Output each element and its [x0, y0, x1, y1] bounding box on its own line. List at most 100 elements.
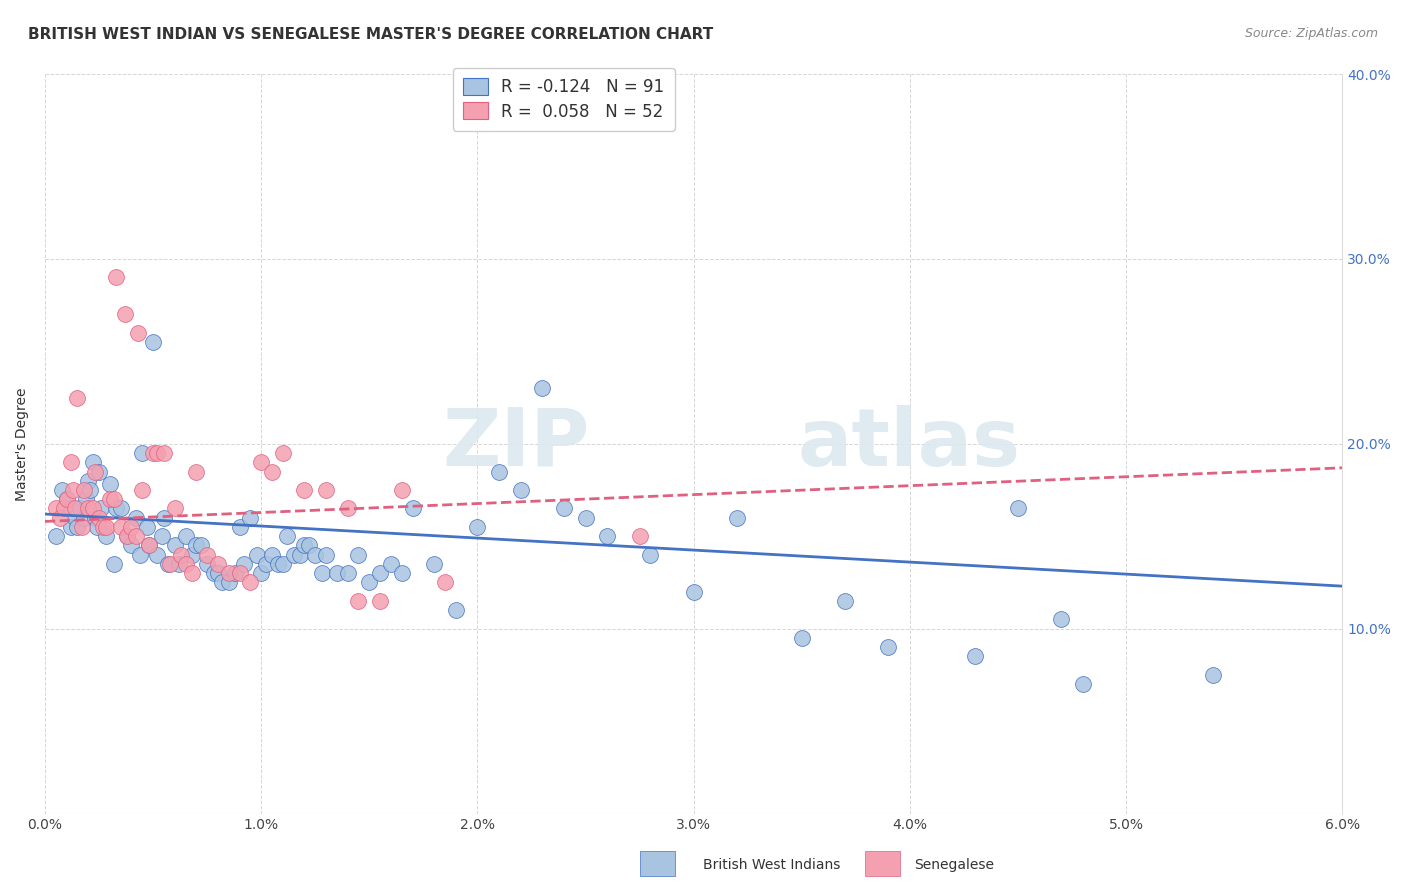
Point: [315, 483, 337, 497]
Point: [628, 529, 651, 543]
Point: [114, 307, 136, 321]
Point: [146, 446, 169, 460]
Point: [110, 501, 132, 516]
Point: [254, 557, 277, 571]
Point: [65, 501, 87, 516]
Point: [73, 510, 96, 524]
Point: [98, 492, 121, 507]
Point: [202, 566, 225, 581]
Point: [380, 557, 402, 571]
Point: [640, 548, 662, 562]
Point: [963, 649, 986, 664]
Point: [267, 557, 290, 571]
Point: [103, 557, 125, 571]
Text: ZIP: ZIP: [443, 405, 591, 483]
Point: [87, 465, 110, 479]
Point: [359, 575, 381, 590]
Point: [163, 539, 186, 553]
Point: [218, 575, 240, 590]
Point: [195, 557, 218, 571]
Point: [423, 557, 446, 571]
Point: [163, 501, 186, 516]
Point: [288, 548, 311, 562]
Point: [250, 566, 273, 581]
Point: [51, 483, 73, 497]
Point: [260, 465, 283, 479]
Point: [271, 557, 294, 571]
Point: [834, 594, 856, 608]
Point: [283, 548, 305, 562]
Point: [304, 548, 326, 562]
Point: [181, 548, 204, 562]
Point: [110, 520, 132, 534]
Point: [159, 557, 181, 571]
Point: [66, 391, 89, 405]
Point: [86, 520, 108, 534]
Point: [488, 465, 510, 479]
Point: [228, 566, 250, 581]
Point: [65, 510, 87, 524]
Point: [73, 483, 96, 497]
Point: [135, 520, 157, 534]
Point: [142, 335, 165, 350]
Point: [98, 477, 121, 491]
Point: [53, 501, 76, 516]
Point: [190, 539, 212, 553]
Point: [153, 446, 176, 460]
Legend: R = -0.124   N = 91, R =  0.058   N = 52: R = -0.124 N = 91, R = 0.058 N = 52: [453, 68, 675, 130]
Point: [59, 501, 82, 516]
Point: [294, 539, 316, 553]
Point: [211, 575, 233, 590]
Point: [246, 548, 269, 562]
Text: BRITISH WEST INDIAN VS SENEGALESE MASTER'S DEGREE CORRELATION CHART: BRITISH WEST INDIAN VS SENEGALESE MASTER…: [28, 27, 713, 42]
Point: [142, 446, 165, 460]
Point: [77, 474, 100, 488]
Point: [207, 557, 229, 571]
Point: [45, 529, 67, 543]
Point: [391, 566, 413, 581]
Text: Source: ZipAtlas.com: Source: ZipAtlas.com: [1244, 27, 1378, 40]
Point: [250, 455, 273, 469]
Point: [509, 483, 531, 497]
Point: [276, 529, 298, 543]
Point: [66, 520, 89, 534]
Point: [120, 520, 142, 534]
Point: [1201, 668, 1223, 682]
Point: [170, 548, 193, 562]
Text: British West Indians: British West Indians: [703, 858, 841, 872]
Point: [129, 548, 152, 562]
Point: [596, 529, 619, 543]
Point: [186, 465, 208, 479]
Point: [150, 529, 173, 543]
Point: [83, 510, 105, 524]
Point: [260, 548, 283, 562]
Text: Senegalese: Senegalese: [914, 858, 994, 872]
Point: [315, 548, 337, 562]
Point: [167, 557, 190, 571]
Point: [271, 446, 294, 460]
Text: atlas: atlas: [797, 405, 1021, 483]
Point: [239, 575, 262, 590]
Point: [131, 446, 153, 460]
Point: [87, 510, 110, 524]
Point: [326, 566, 349, 581]
Point: [298, 539, 321, 553]
Point: [79, 483, 101, 497]
Point: [195, 548, 218, 562]
Point: [553, 501, 575, 516]
Point: [131, 483, 153, 497]
Point: [294, 483, 316, 497]
Point: [83, 465, 105, 479]
Point: [1007, 501, 1029, 516]
Point: [103, 492, 125, 507]
Point: [115, 529, 138, 543]
Point: [146, 548, 169, 562]
Point: [138, 539, 160, 553]
Point: [125, 510, 148, 524]
Point: [467, 520, 489, 534]
Point: [75, 492, 97, 507]
Point: [311, 566, 333, 581]
Point: [1071, 677, 1094, 691]
Y-axis label: Master's Degree: Master's Degree: [15, 387, 30, 500]
Point: [105, 270, 128, 285]
